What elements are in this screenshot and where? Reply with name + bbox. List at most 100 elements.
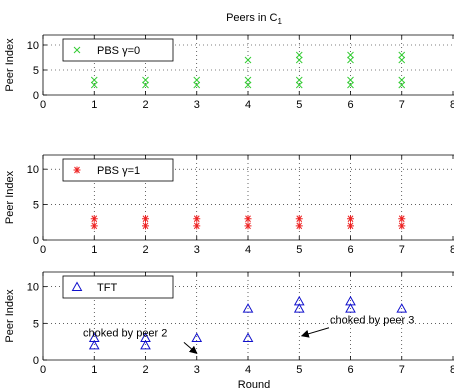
data-point bbox=[142, 222, 149, 230]
data-point bbox=[398, 215, 406, 223]
data-point bbox=[142, 81, 149, 89]
legend: PBS γ=1 bbox=[62, 158, 174, 182]
data-point bbox=[396, 303, 408, 313]
y-tick-label: 0 bbox=[33, 355, 39, 367]
x-tick-label: 5 bbox=[296, 364, 302, 376]
data-point bbox=[295, 222, 303, 230]
data-point bbox=[90, 222, 98, 230]
data-point bbox=[88, 339, 100, 350]
data-point bbox=[193, 222, 201, 230]
legend-marker bbox=[73, 46, 81, 54]
y-axis-label: Peer Index bbox=[4, 289, 16, 343]
annotation: choked by peer 3 bbox=[300, 314, 414, 338]
legend-label: PBS γ=0 bbox=[97, 45, 140, 57]
x-tick-label: 2 bbox=[142, 364, 148, 376]
annotation-text: choked by peer 2 bbox=[83, 328, 167, 340]
x-tick-label: 6 bbox=[347, 364, 353, 376]
data-point bbox=[347, 222, 354, 230]
data-point bbox=[90, 215, 98, 223]
data-point bbox=[398, 51, 406, 59]
panel-2: 0 1 2 3 4 5 6 7 8 0 5 10 Peer Index PBS γ=1 bbox=[4, 154, 454, 256]
data-point bbox=[293, 295, 305, 306]
x-tick-label: 8 bbox=[450, 99, 454, 111]
x-tick-label: 1 bbox=[91, 99, 97, 111]
x-tick-label: 7 bbox=[399, 244, 405, 256]
legend-box bbox=[62, 275, 174, 299]
data-point bbox=[142, 76, 149, 84]
legend-label: TFT bbox=[97, 282, 117, 294]
data-point bbox=[244, 215, 252, 223]
x-tick-label: 2 bbox=[142, 244, 148, 256]
annotation-arrow bbox=[300, 327, 330, 338]
legend-box bbox=[62, 158, 174, 182]
x-tick-label: 4 bbox=[245, 99, 251, 111]
data-point bbox=[345, 295, 356, 306]
chart-title: Peers in C1 bbox=[226, 12, 282, 26]
y-tick-label: 5 bbox=[33, 65, 39, 77]
y-tick-label: 5 bbox=[33, 200, 39, 212]
annotation-text: choked by peer 3 bbox=[330, 314, 414, 326]
x-tick-label: 8 bbox=[450, 244, 454, 256]
data-point bbox=[295, 51, 303, 59]
x-tick-label: 3 bbox=[194, 364, 200, 376]
x-tick-label: 6 bbox=[347, 99, 353, 111]
data-point bbox=[191, 332, 203, 342]
data-point bbox=[142, 215, 149, 223]
data-point bbox=[398, 56, 406, 64]
y-tick-label: 0 bbox=[33, 235, 39, 247]
x-tick-label: 1 bbox=[91, 364, 97, 376]
data-point bbox=[347, 76, 354, 84]
legend-box bbox=[62, 38, 174, 62]
data-point bbox=[347, 215, 354, 223]
x-tick-label: 5 bbox=[296, 244, 302, 256]
data-point bbox=[193, 215, 201, 223]
legend-marker bbox=[73, 166, 81, 174]
data-point bbox=[90, 81, 98, 89]
x-tick-label: 2 bbox=[142, 99, 148, 111]
data-point bbox=[90, 76, 98, 84]
data-point bbox=[193, 81, 201, 89]
annotation: choked by peer 2 bbox=[83, 328, 198, 355]
data-point bbox=[347, 51, 354, 59]
data-point bbox=[345, 303, 356, 313]
y-tick-label: 0 bbox=[33, 90, 39, 102]
x-tick-label: 6 bbox=[347, 244, 353, 256]
x-tick-label: 3 bbox=[194, 244, 200, 256]
x-tick-label: 4 bbox=[245, 244, 251, 256]
data-point bbox=[295, 215, 303, 223]
data-point bbox=[244, 81, 252, 89]
data-point bbox=[347, 81, 354, 89]
panel-3: 0 1 2 3 4 5 6 7 8 0 5 10 Peer Index TFT choked by peer… bbox=[4, 271, 454, 376]
x-tick-label: 5 bbox=[296, 99, 302, 111]
data-point bbox=[293, 303, 305, 313]
legend: TFT bbox=[62, 275, 174, 299]
y-tick-label: 10 bbox=[27, 282, 39, 294]
x-tick-label: 4 bbox=[245, 364, 251, 376]
data-point bbox=[242, 303, 254, 313]
x-tick-label: 1 bbox=[91, 244, 97, 256]
y-axis-label: Peer Index bbox=[4, 170, 16, 224]
data-point bbox=[347, 56, 354, 64]
data-point bbox=[295, 76, 303, 84]
x-tick-label: 8 bbox=[450, 364, 454, 376]
data-point bbox=[398, 81, 406, 89]
y-axis-label: Peer Index bbox=[4, 38, 16, 92]
legend: PBS γ=0 bbox=[62, 38, 174, 62]
data-point bbox=[140, 339, 151, 350]
data-point bbox=[244, 56, 252, 64]
data-point bbox=[295, 56, 303, 64]
annotation-arrow bbox=[183, 342, 198, 355]
data-point bbox=[398, 76, 406, 84]
y-tick-label: 5 bbox=[33, 318, 39, 330]
data-point bbox=[244, 222, 252, 230]
x-tick-label: 0 bbox=[40, 364, 46, 376]
data-point bbox=[244, 76, 252, 84]
panel-1: 0 1 2 3 4 5 6 7 8 0 5 10 Peer Index PBS γ=0 bbox=[4, 34, 454, 111]
chart-title-subscript: 1 bbox=[277, 17, 282, 26]
chart-title-text: Peers in C bbox=[226, 12, 277, 24]
x-tick-label: 3 bbox=[194, 99, 200, 111]
y-tick-label: 10 bbox=[27, 40, 39, 52]
x-tick-label: 0 bbox=[40, 244, 46, 256]
x-tick-label: 7 bbox=[399, 364, 405, 376]
